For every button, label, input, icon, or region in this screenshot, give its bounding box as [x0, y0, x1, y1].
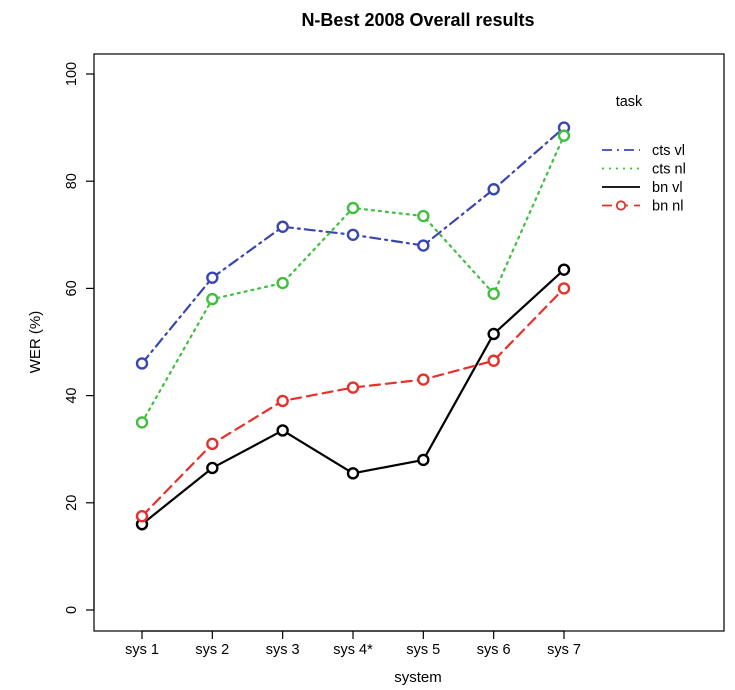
x-tick-label: sys 1	[125, 642, 159, 658]
data-point	[487, 287, 500, 300]
series-line	[140, 287, 566, 518]
x-axis-ticks: sys 1 sys 2 sys 3 sys 4* sys 5 sys 6 sys 7	[125, 631, 581, 658]
data-point	[417, 453, 430, 467]
legend-label: bn nl	[652, 199, 683, 215]
y-tick-label: 80	[64, 173, 80, 189]
data-point	[276, 424, 289, 437]
series-line	[140, 134, 566, 424]
series-bn-nl	[135, 282, 571, 523]
x-axis-label: system	[394, 669, 442, 686]
data-point	[206, 271, 219, 284]
y-axis-label: WER (%)	[27, 311, 44, 374]
legend-title: task	[616, 94, 643, 110]
y-tick-label: 100	[64, 62, 80, 86]
legend-label: bn vl	[652, 180, 683, 196]
x-tick-label: sys 4*	[333, 642, 373, 658]
data-point	[487, 354, 500, 367]
y-tick-label: 0	[64, 606, 80, 614]
series-layer	[135, 121, 571, 531]
data-point	[557, 263, 571, 276]
data-point	[487, 183, 500, 196]
data-point	[276, 394, 289, 408]
legend-items: cts vl cts nl bn vl bn nl	[602, 143, 686, 215]
legend-item: bn vl	[602, 180, 683, 196]
data-point	[135, 510, 149, 523]
series-line	[140, 268, 566, 526]
data-point	[487, 327, 500, 341]
data-point	[206, 437, 219, 451]
data-point	[557, 282, 571, 295]
legend-item: cts vl	[602, 143, 685, 159]
x-tick-label: sys 5	[406, 642, 440, 658]
legend: task cts vl cts nl bn vl bn nl	[602, 94, 686, 215]
data-point	[417, 239, 430, 252]
legend-item: cts nl	[602, 162, 686, 178]
data-point	[346, 228, 360, 242]
data-point	[206, 461, 219, 475]
data-point	[135, 357, 149, 370]
data-point	[276, 276, 289, 290]
series-cts-vl	[135, 121, 571, 370]
x-tick-label: sys 6	[477, 642, 511, 658]
data-point	[346, 467, 360, 480]
data-point	[346, 381, 360, 394]
chart-title: N-Best 2008 Overall results	[301, 10, 534, 30]
series-cts-nl	[135, 129, 571, 429]
series-bn-vl	[135, 263, 571, 531]
x-tick-label: sys 2	[195, 642, 229, 658]
x-tick-label: sys 7	[547, 642, 581, 658]
legend-swatch-marker	[615, 200, 627, 211]
y-tick-label: 40	[64, 388, 80, 404]
data-point	[417, 209, 430, 223]
legend-item: bn nl	[602, 199, 683, 215]
data-point	[346, 201, 360, 215]
y-tick-label: 20	[64, 495, 80, 511]
data-point	[417, 373, 430, 386]
data-point	[135, 416, 149, 429]
data-point	[276, 220, 289, 233]
plot-box	[93, 53, 725, 632]
y-tick-label: 60	[64, 280, 80, 296]
legend-label: cts vl	[652, 143, 685, 159]
y-axis-ticks: 0 20 40 60 80 100	[64, 62, 94, 614]
x-tick-label: sys 3	[266, 642, 300, 658]
legend-label: cts nl	[652, 162, 686, 178]
data-point	[557, 129, 571, 142]
data-point	[206, 292, 219, 306]
